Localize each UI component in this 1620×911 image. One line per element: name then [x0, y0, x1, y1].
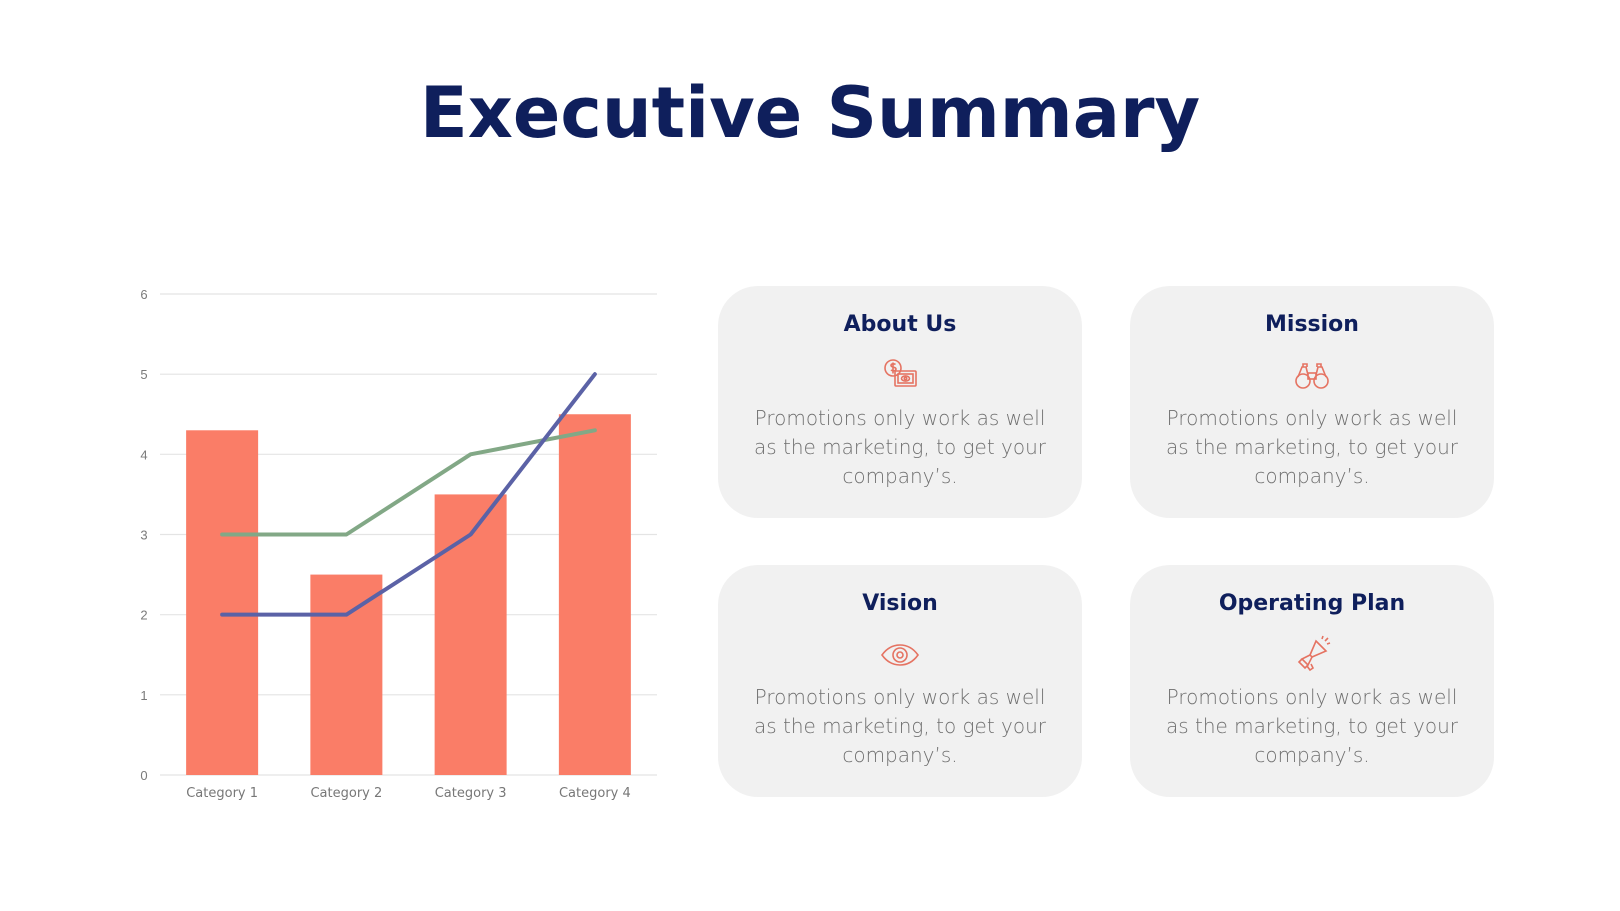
y-tick-label: 6	[140, 287, 147, 302]
bar	[434, 494, 507, 775]
card-about-us: About Us Promotions only work as well as…	[718, 286, 1082, 518]
card-vision: Vision Promotions only work as well as t…	[718, 565, 1082, 797]
card-description: Promotions only work as well as the mark…	[1165, 685, 1459, 767]
y-tick-label: 3	[140, 528, 147, 543]
y-tick-label: 1	[140, 688, 147, 703]
y-tick-label: 4	[140, 447, 147, 462]
chart-canvas: 0 1 2 3 4 5 6 Category 1 Category 2 Category 3 Cat…	[140, 287, 657, 801]
bar	[558, 414, 631, 775]
card-title: Mission	[1265, 312, 1359, 337]
bar	[186, 430, 259, 775]
card-description: Promotions only work as well as the mark…	[753, 685, 1047, 767]
x-category-label: Category 3	[435, 786, 507, 801]
line-series	[220, 428, 597, 537]
slide-title: Executive Summary	[419, 72, 1201, 154]
card-mission: Mission Promotions only work as well as …	[1130, 286, 1494, 518]
combo-chart: 0 1 2 3 4 5 6 Category 1 Category 2 Category 3 Cat…	[0, 0, 700, 911]
money-icon	[884, 359, 917, 387]
binoculars-icon	[1295, 363, 1329, 389]
y-tick-label: 5	[140, 367, 147, 382]
x-category-label: Category 1	[186, 786, 258, 801]
card-description: Promotions only work as well as the mark…	[753, 406, 1047, 488]
card-title: About Us	[843, 312, 957, 337]
x-category-label: Category 4	[559, 786, 631, 801]
megaphone-icon	[1297, 635, 1331, 672]
y-tick-label: 2	[140, 608, 147, 623]
card-operating-plan: Operating Plan Promotions only work as w…	[1130, 565, 1494, 797]
x-category-label: Category 2	[310, 786, 382, 801]
card-title: Vision	[862, 591, 938, 616]
card-title: Operating Plan	[1218, 591, 1406, 616]
card-description: Promotions only work as well as the mark…	[1165, 406, 1459, 488]
bar	[310, 574, 383, 775]
eye-icon	[881, 644, 919, 666]
line-series	[220, 372, 597, 617]
y-tick-label: 0	[140, 768, 147, 783]
